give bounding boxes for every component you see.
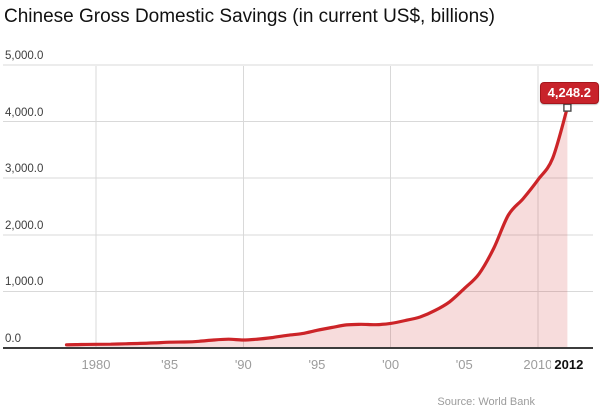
chart-title: Chinese Gross Domestic Savings (in curre… <box>4 6 496 27</box>
series-area-fill <box>66 107 568 348</box>
last-value-label: 4,248.2 <box>539 82 599 104</box>
x-tick-label: 1980 <box>81 357 111 372</box>
x-tick-label: '85 <box>161 357 179 372</box>
y-tick-label: 1,000.0 <box>5 276 44 289</box>
y-tick-label: 4,000.0 <box>5 106 44 119</box>
x-tick-label: '90 <box>234 357 252 372</box>
y-tick-label: 5,000.0 <box>5 50 44 62</box>
x-tick-label: 2010 <box>523 357 553 372</box>
series-line <box>64 106 569 347</box>
x-tick-label-current: 2012 <box>551 357 584 372</box>
y-tick-label: 2,000.0 <box>5 219 44 232</box>
y-tick-label: 3,000.0 <box>5 163 44 176</box>
y-tick-label: 0.0 <box>5 333 21 345</box>
source-credit: Source: World Bank <box>437 396 535 408</box>
x-tick-label: '05 <box>455 357 473 372</box>
x-tick-label: '00 <box>382 357 400 372</box>
x-tick-label: '95 <box>308 357 326 372</box>
end-point-marker <box>563 103 572 112</box>
